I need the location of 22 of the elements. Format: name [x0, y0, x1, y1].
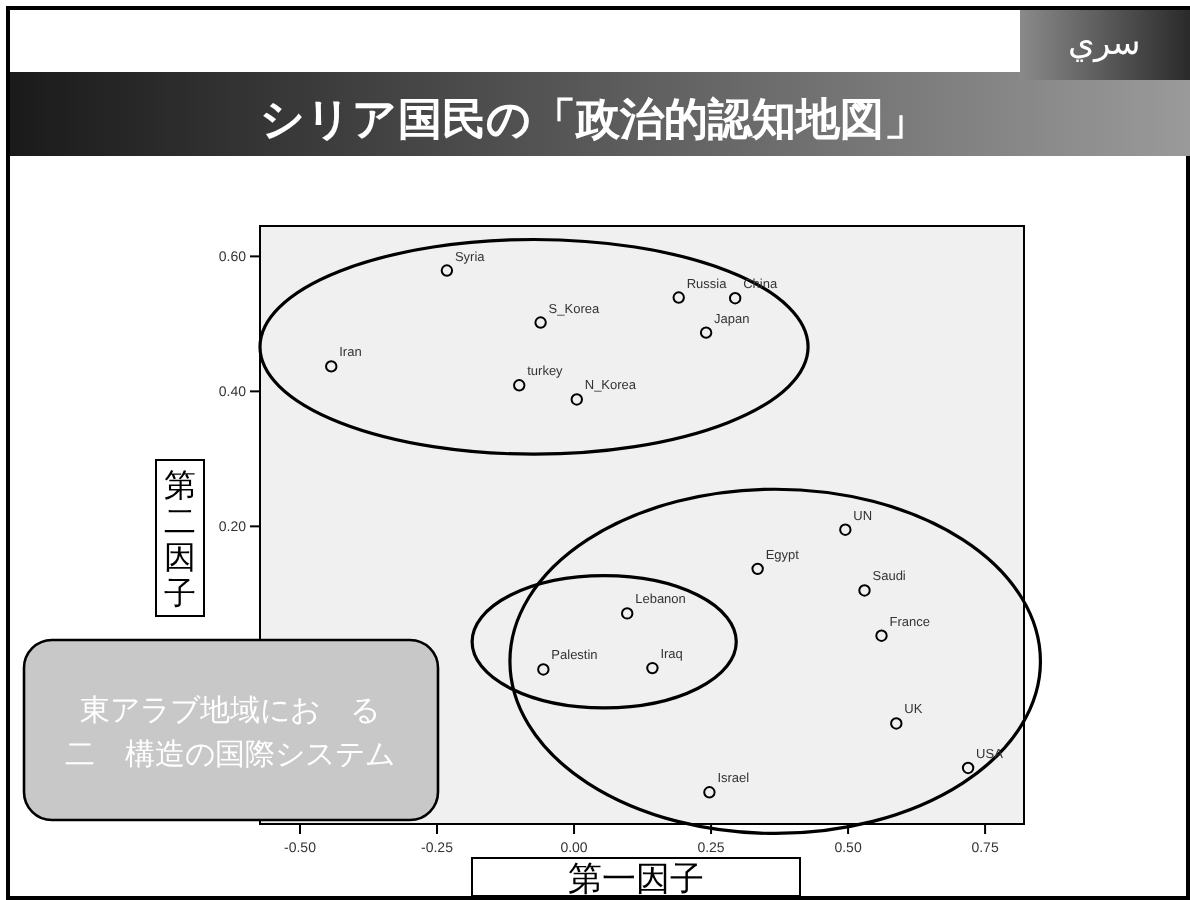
point	[961, 761, 975, 775]
point	[646, 661, 659, 675]
point	[703, 786, 716, 799]
point	[440, 264, 454, 277]
point	[890, 717, 903, 730]
point	[325, 360, 338, 373]
point	[875, 629, 888, 642]
point	[672, 291, 685, 304]
point	[751, 562, 764, 576]
chart-title: シリア国民の「政治的認知地図」	[260, 94, 928, 144]
point	[699, 326, 713, 339]
y-axis-title: 第二因子	[164, 470, 196, 612]
point	[570, 393, 583, 406]
text: سري	[1068, 24, 1140, 64]
point	[858, 584, 871, 597]
point	[621, 607, 634, 620]
point	[728, 292, 742, 305]
x-axis-title: 第一因子	[568, 860, 704, 898]
point	[537, 663, 550, 676]
point	[513, 379, 526, 392]
point	[839, 523, 852, 536]
point	[534, 316, 547, 329]
